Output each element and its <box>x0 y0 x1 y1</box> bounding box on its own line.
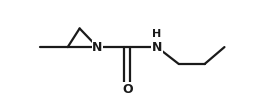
Text: N: N <box>152 41 162 54</box>
Text: O: O <box>122 83 133 96</box>
Text: N: N <box>92 41 103 54</box>
Text: H: H <box>152 28 162 38</box>
